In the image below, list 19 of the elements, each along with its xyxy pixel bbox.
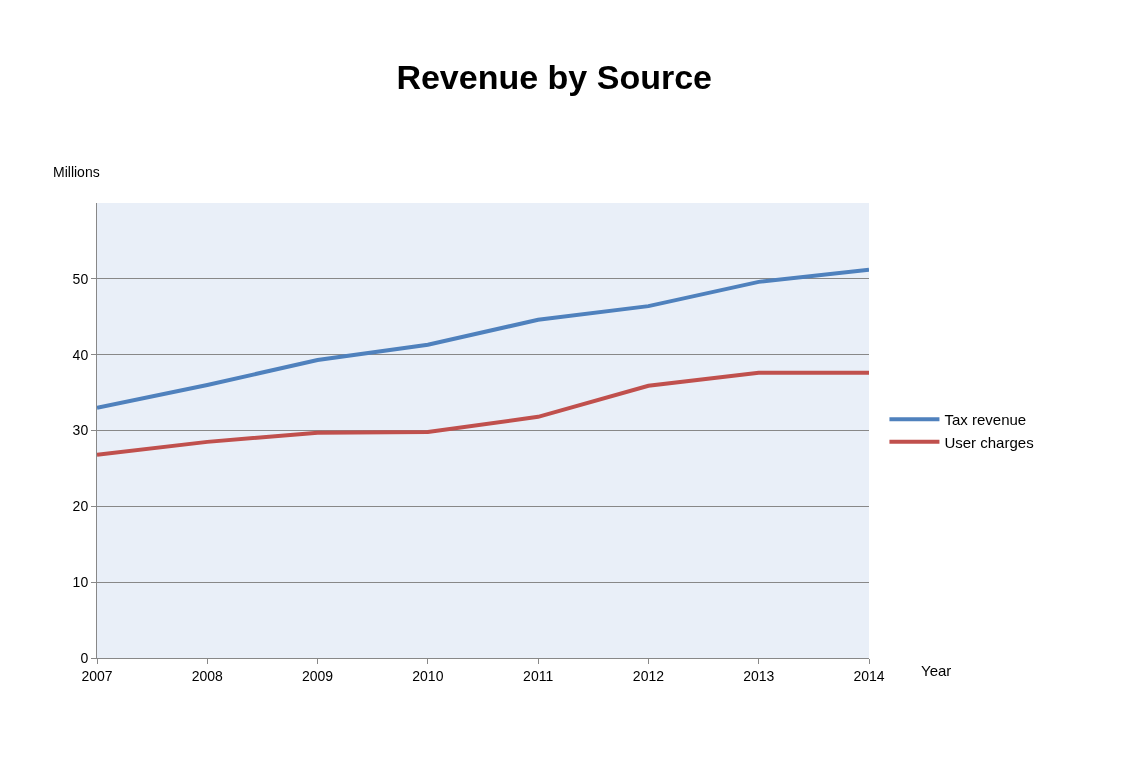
y-tick-label: 0 (80, 649, 89, 666)
x-tick-label: 2013 (743, 667, 775, 684)
y-axis-title: Millions (53, 164, 100, 180)
y-tick-label: 20 (72, 498, 89, 515)
x-tick-label: 2014 (853, 667, 885, 684)
x-tick-label: 2012 (632, 667, 665, 684)
legend-label: User charges (944, 433, 1034, 451)
y-tick-label: 40 (72, 346, 89, 363)
chart-title: Revenue by Source (396, 57, 712, 96)
x-tick-label: 2008 (191, 667, 224, 684)
x-tick-label: 2011 (523, 667, 554, 684)
y-tick-label: 10 (72, 574, 89, 591)
y-tick-label: 30 (72, 422, 89, 439)
x-tick-label: 2009 (301, 667, 334, 684)
y-tick-label: 50 (72, 270, 89, 287)
legend-label: Tax revenue (944, 411, 1027, 429)
x-axis-title: Year (921, 662, 952, 679)
x-tick-label: 2007 (81, 667, 113, 684)
x-tick-label: 2010 (412, 667, 444, 684)
